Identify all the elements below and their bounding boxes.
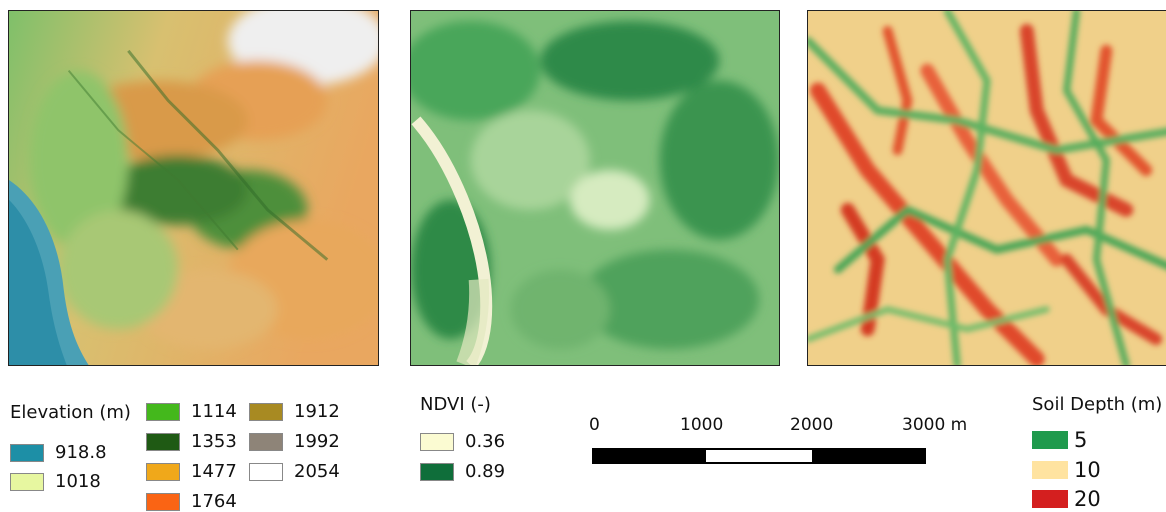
scale-bar-segment: [592, 448, 704, 464]
legend-label: 1018: [55, 471, 101, 492]
elevation-map-image: [9, 11, 378, 365]
soil-legend-item: 20: [1032, 487, 1101, 511]
elevation-legend-item: 1114: [146, 401, 237, 422]
ndvi-map: [410, 10, 780, 366]
legend-label: 1992: [294, 431, 340, 452]
soil-legend-item: 5: [1032, 428, 1087, 452]
legend-label: 2054: [294, 461, 340, 482]
scale-tick-label: 0: [589, 415, 600, 435]
legend-label: 1764: [191, 491, 237, 512]
legend-swatch: [146, 462, 180, 481]
legend-label: 918.8: [55, 442, 107, 463]
legend-label: 1353: [191, 431, 237, 452]
scale-tick-label: 1000: [680, 415, 724, 435]
elevation-legend-title: Elevation (m): [10, 402, 131, 423]
elevation-legend-item: 1477: [146, 461, 237, 482]
legend-label: 1477: [191, 461, 237, 482]
legend-label: 1114: [191, 401, 237, 422]
soil-depth-map: [807, 10, 1166, 366]
legend-label: 5: [1074, 428, 1088, 452]
ndvi-legend-item: 0.89: [420, 461, 505, 482]
legend-swatch: [1032, 490, 1068, 508]
elevation-map: [8, 10, 379, 366]
legend-swatch: [10, 472, 44, 491]
soil-legend-title: Soil Depth (m): [1032, 394, 1163, 415]
legend-swatch: [146, 432, 180, 451]
legend-swatch: [10, 443, 44, 462]
elevation-legend-item: 2054: [249, 461, 340, 482]
soil-legend-item: 10: [1032, 458, 1101, 482]
scale-bar: 0 1000 2000 3000 m: [589, 407, 967, 467]
legend-label: 0.89: [465, 461, 506, 482]
scale-tick-label: 3000 m: [902, 415, 968, 435]
legend-swatch: [420, 432, 454, 451]
elevation-legend-item: 1018: [10, 471, 101, 492]
legend-swatch: [249, 462, 283, 481]
legend-swatch: [146, 402, 180, 421]
ndvi-legend-title: NDVI (-): [420, 394, 491, 415]
soil-depth-map-image: [808, 11, 1166, 365]
legend-label: 0.36: [465, 431, 506, 452]
ndvi-legend-item: 0.36: [420, 431, 505, 452]
scale-tick-label: 2000: [790, 415, 834, 435]
legend-label: 1912: [294, 401, 340, 422]
legend-swatch: [249, 432, 283, 451]
elevation-legend-item: 918.8: [10, 442, 107, 463]
legend-swatch: [146, 492, 180, 511]
legend-swatch: [420, 462, 454, 481]
legend-label: 20: [1074, 487, 1101, 511]
legend-swatch: [1032, 431, 1068, 449]
legend-swatch: [1032, 461, 1068, 479]
legend-swatch: [249, 402, 283, 421]
elevation-legend-item: 1353: [146, 431, 237, 452]
ndvi-map-image: [411, 11, 779, 365]
elevation-legend-item: 1992: [249, 431, 340, 452]
elevation-legend-item: 1912: [249, 401, 340, 422]
elevation-legend-item: 1764: [146, 491, 237, 512]
scale-bar-segment: [704, 448, 814, 464]
legend-label: 10: [1074, 458, 1101, 482]
scale-bar-segment: [814, 448, 926, 464]
